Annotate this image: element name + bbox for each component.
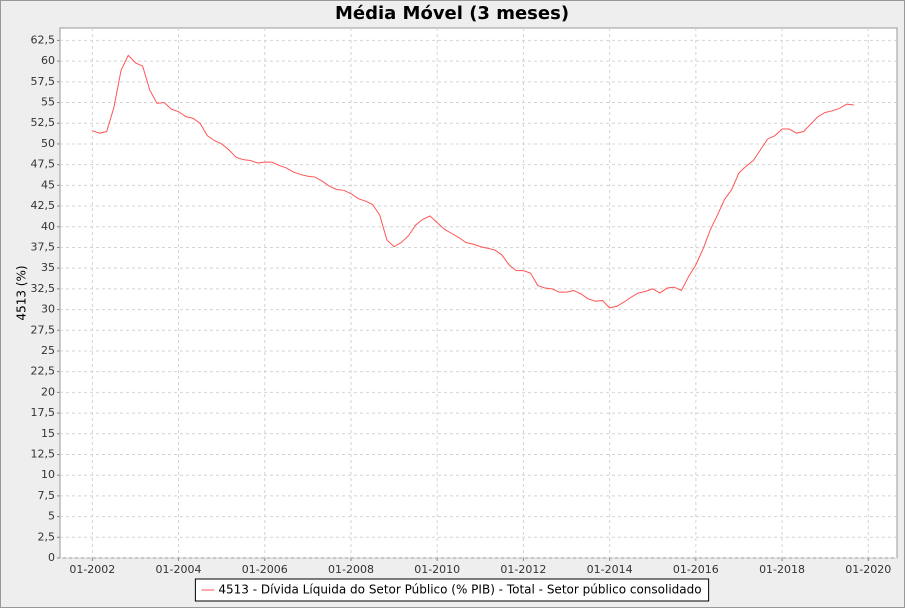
x-tick-label: 01-2010 xyxy=(414,563,460,576)
y-tick-label: 37,5 xyxy=(31,240,56,253)
y-tick-label: 10 xyxy=(41,468,55,481)
y-tick-label: 60 xyxy=(41,54,55,67)
y-tick-label: 62,5 xyxy=(31,33,56,46)
legend-label: 4513 - Dívida Líquida do Setor Público (… xyxy=(218,583,701,597)
y-tick-label: 57,5 xyxy=(31,75,56,88)
y-tick-label: 15 xyxy=(41,427,55,440)
y-tick-label: 30 xyxy=(41,303,55,316)
x-tick-label: 01-2008 xyxy=(328,563,374,576)
y-tick-label: 32,5 xyxy=(31,282,56,295)
y-tick-label: 5 xyxy=(48,510,55,523)
y-tick-label: 35 xyxy=(41,261,55,274)
data-line xyxy=(92,54,854,309)
chart-title: Média Móvel (3 meses) xyxy=(335,3,569,24)
x-tick-label: 01-2012 xyxy=(500,563,546,576)
y-tick-label: 7,5 xyxy=(38,489,56,502)
layer: 02,557,51012,51517,52022,52527,53032,535… xyxy=(31,28,897,576)
x-tick-label: 01-2004 xyxy=(156,563,202,576)
x-tick-label: 01-2002 xyxy=(69,563,115,576)
x-tick-label: 01-2006 xyxy=(242,563,288,576)
y-axis-label: 4513 (%) xyxy=(15,265,29,320)
y-tick-label: 2,5 xyxy=(38,530,56,543)
y-tick-label: 40 xyxy=(41,220,55,233)
y-tick-label: 47,5 xyxy=(31,158,56,171)
y-tick-label: 50 xyxy=(41,137,55,150)
y-tick-label: 52,5 xyxy=(31,116,56,129)
y-tick-label: 20 xyxy=(41,385,55,398)
x-tick-label: 01-2018 xyxy=(759,563,805,576)
y-tick-label: 17,5 xyxy=(31,406,56,419)
legend-box xyxy=(194,578,710,602)
x-tick-label: 01-2016 xyxy=(673,563,719,576)
x-tick-label: 01-2014 xyxy=(587,563,633,576)
legend: 4513 - Dívida Líquida do Setor Público (… xyxy=(194,578,710,602)
y-tick-label: 12,5 xyxy=(31,447,56,460)
y-tick-label: 42,5 xyxy=(31,199,56,212)
y-tick-label: 55 xyxy=(41,96,55,109)
y-tick-label: 45 xyxy=(41,178,55,191)
y-tick-label: 22,5 xyxy=(31,365,56,378)
y-tick-label: 0 xyxy=(48,551,55,564)
y-tick-label: 27,5 xyxy=(31,323,56,336)
y-tick-label: 25 xyxy=(41,344,55,357)
x-tick-label: 01-2020 xyxy=(845,563,891,576)
plot-area xyxy=(59,27,898,559)
